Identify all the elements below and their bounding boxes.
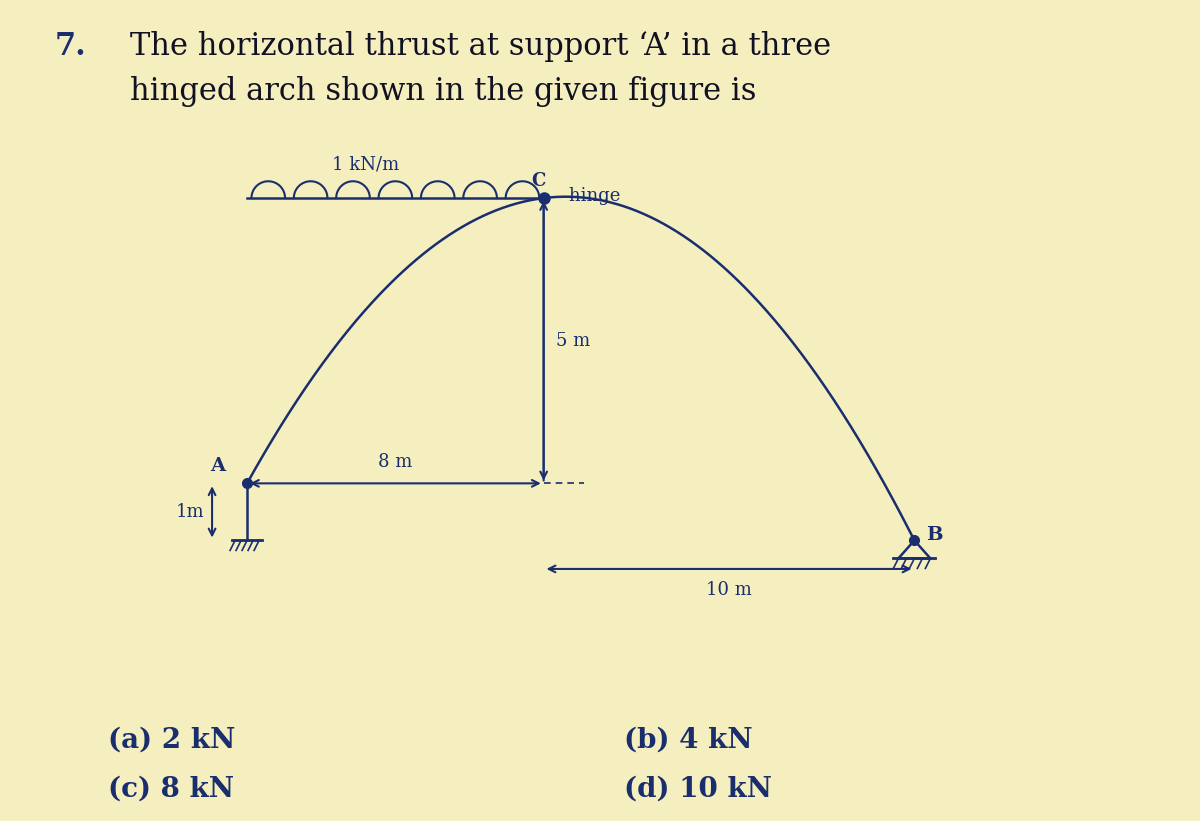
Text: (d) 10 kN: (d) 10 kN bbox=[624, 776, 772, 803]
Text: 8 m: 8 m bbox=[378, 453, 413, 471]
Text: 7.: 7. bbox=[55, 31, 86, 62]
Text: A: A bbox=[210, 457, 226, 475]
Text: B: B bbox=[926, 526, 943, 544]
Text: The horizontal thrust at support ‘A’ in a three: The horizontal thrust at support ‘A’ in … bbox=[130, 31, 832, 62]
Text: 1m: 1m bbox=[175, 503, 204, 521]
Text: —hinge: —hinge bbox=[552, 187, 622, 205]
Text: hinged arch shown in the given figure is: hinged arch shown in the given figure is bbox=[130, 76, 756, 107]
Text: 1 kN/m: 1 kN/m bbox=[331, 155, 398, 173]
Text: (c) 8 kN: (c) 8 kN bbox=[108, 776, 234, 803]
Text: (b) 4 kN: (b) 4 kN bbox=[624, 727, 752, 754]
Text: 10 m: 10 m bbox=[706, 581, 752, 599]
Text: C: C bbox=[532, 172, 546, 190]
Text: 5 m: 5 m bbox=[556, 332, 590, 350]
Text: (a) 2 kN: (a) 2 kN bbox=[108, 727, 235, 754]
